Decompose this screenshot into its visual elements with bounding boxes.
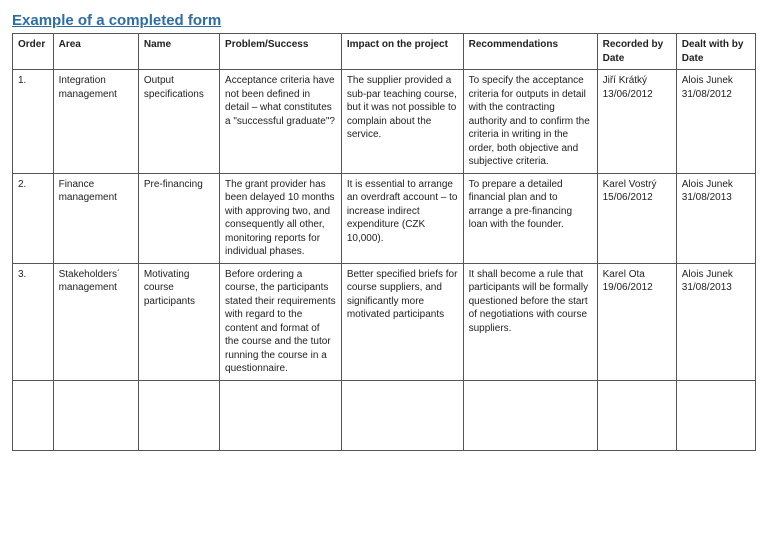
cell-problem: The grant provider has been delayed 10 m… [220,173,342,263]
cell-name: Output specifications [138,70,219,174]
cell-recommendations: To prepare a detailed financial plan and… [463,173,597,263]
cell-area: Integration management [53,70,138,174]
cell-empty [53,380,138,450]
cell-area: Stakeholders´ management [53,263,138,380]
cell-name: Pre-financing [138,173,219,263]
col-problem-success: Problem/Success [220,34,342,70]
cell-order: 1. [13,70,54,174]
cell-recorded: Karel Ota19/06/2012 [597,263,676,380]
cell-impact: Better specified briefs for course suppl… [341,263,463,380]
table-row: 1. Integration management Output specifi… [13,70,756,174]
cell-dealt: Alois Junek31/08/2013 [676,173,755,263]
col-area: Area [53,34,138,70]
cell-dealt: Alois Junek31/08/2013 [676,263,755,380]
col-dealt: Dealt with byDate [676,34,755,70]
page-title: Example of a completed form [12,12,756,29]
col-recommendations: Recommendations [463,34,597,70]
cell-empty [138,380,219,450]
cell-area: Finance management [53,173,138,263]
cell-order: 3. [13,263,54,380]
cell-empty [220,380,342,450]
col-name: Name [138,34,219,70]
form-table: Order Area Name Problem/Success Impact o… [12,33,756,451]
cell-impact: The supplier provided a sub-par teaching… [341,70,463,174]
cell-empty [13,380,54,450]
table-row-empty [13,380,756,450]
cell-empty [463,380,597,450]
col-impact: Impact on the project [341,34,463,70]
cell-problem: Before ordering a course, the participan… [220,263,342,380]
cell-name: Motivating course participants [138,263,219,380]
cell-empty [597,380,676,450]
cell-order: 2. [13,173,54,263]
cell-empty [341,380,463,450]
table-row: 3. Stakeholders´ management Motivating c… [13,263,756,380]
col-order: Order [13,34,54,70]
cell-recommendations: To specify the acceptance criteria for o… [463,70,597,174]
table-header-row: Order Area Name Problem/Success Impact o… [13,34,756,70]
cell-recommendations: It shall become a rule that participants… [463,263,597,380]
cell-recorded: Jiří Krátký13/06/2012 [597,70,676,174]
table-row: 2. Finance management Pre-financing The … [13,173,756,263]
cell-impact: It is essential to arrange an overdraft … [341,173,463,263]
table-body: 1. Integration management Output specifi… [13,70,756,451]
col-recorded: Recorded byDate [597,34,676,70]
cell-problem: Acceptance criteria have not been define… [220,70,342,174]
cell-dealt: Alois Junek31/08/2012 [676,70,755,174]
cell-empty [676,380,755,450]
cell-recorded: Karel Vostrý15/06/2012 [597,173,676,263]
